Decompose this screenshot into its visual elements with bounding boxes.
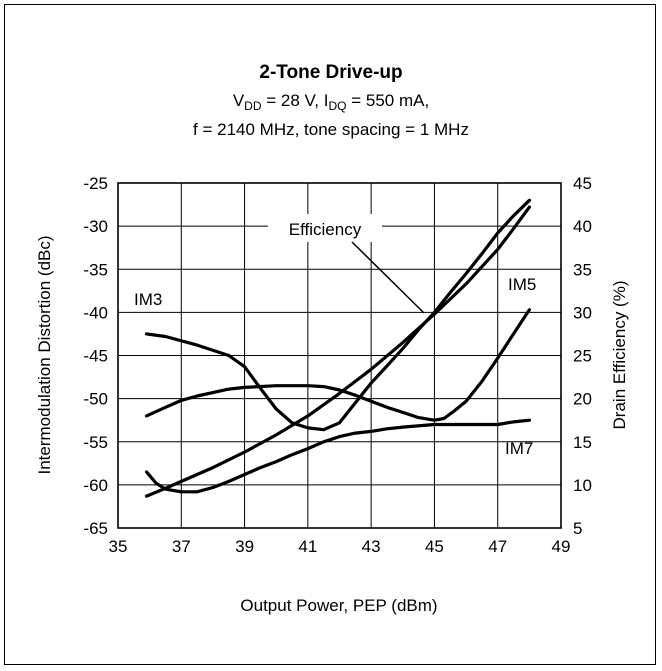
y-right-tick-label: 45: [573, 174, 592, 193]
plot-area: [117, 182, 562, 529]
y-right-tick-label: 15: [573, 433, 592, 452]
im5-label: IM5: [508, 275, 536, 294]
subtitle-mid: = 28 V, I: [262, 91, 329, 110]
y-axis-right-title: Drain Efficiency (%): [610, 281, 629, 430]
subtitle-i-sub: DQ: [328, 99, 346, 113]
annotation-efficiency-group: Efficiency: [268, 214, 425, 314]
y-left-tick-label: -25: [83, 174, 108, 193]
efficiency-leader-line: [351, 241, 425, 314]
x-tick-label: 49: [552, 537, 571, 556]
x-tick-label: 41: [298, 537, 317, 556]
x-tick-label: 39: [235, 537, 254, 556]
x-tick-label: 43: [362, 537, 381, 556]
y-left-tick-label: -65: [83, 519, 108, 538]
chart-frame: [4, 4, 656, 665]
subtitle-v-sub: DD: [244, 99, 262, 113]
y-left-tick-label: -30: [83, 217, 108, 236]
im3-label: IM3: [134, 290, 162, 309]
subtitle-v: V: [233, 91, 245, 110]
chart-subtitle-line1: VDD = 28 V, IDQ = 550 mA,: [233, 91, 429, 113]
y-right-tick-label: 20: [573, 390, 592, 409]
im7-label: IM7: [505, 439, 533, 458]
y-left-tick-label: -40: [83, 303, 108, 322]
y-right-tick-label: 35: [573, 260, 592, 279]
y-axis-left-ticks: -25 -30 -35 -40 -45 -50 -55 -60 -65: [83, 174, 108, 538]
x-axis-ticks: 35 37 39 41 43 45 47 49: [109, 537, 571, 556]
x-tick-label: 35: [109, 537, 128, 556]
efficiency-label: Efficiency: [289, 220, 362, 239]
series-line-im5: [144, 308, 531, 422]
x-tick-label: 37: [172, 537, 191, 556]
efficiency-label-bg: [268, 214, 382, 242]
y-right-tick-label: 40: [573, 217, 592, 236]
y-left-tick-label: -55: [83, 433, 108, 452]
y-left-tick-label: -35: [83, 260, 108, 279]
chart-title: 2-Tone Drive-up: [259, 62, 402, 83]
x-tick-label: 45: [425, 537, 444, 556]
y-right-tick-label: 5: [573, 519, 582, 538]
subtitle-end: = 550 mA,: [346, 91, 429, 110]
series-line-im3: [144, 198, 531, 432]
data-series: [144, 198, 531, 498]
y-right-tick-label: 30: [573, 303, 592, 322]
chart-subtitle-line2: f = 2140 MHz, tone spacing = 1 MHz: [193, 120, 469, 139]
series-line-efficiency: [144, 205, 531, 498]
y-axis-left-title: Intermodulation Distortion (dBc): [35, 235, 54, 474]
y-right-tick-label: 10: [573, 476, 592, 495]
y-right-tick-label: 25: [573, 347, 592, 366]
series-line-im7: [144, 418, 531, 494]
x-tick-label: 47: [488, 537, 507, 556]
y-axis-right-ticks: 45 40 35 30 25 20 15 10 5: [573, 174, 592, 538]
y-left-tick-label: -45: [83, 347, 108, 366]
y-left-tick-label: -60: [83, 476, 108, 495]
x-axis-title: Output Power, PEP (dBm): [240, 596, 437, 615]
y-left-tick-label: -50: [83, 390, 108, 409]
